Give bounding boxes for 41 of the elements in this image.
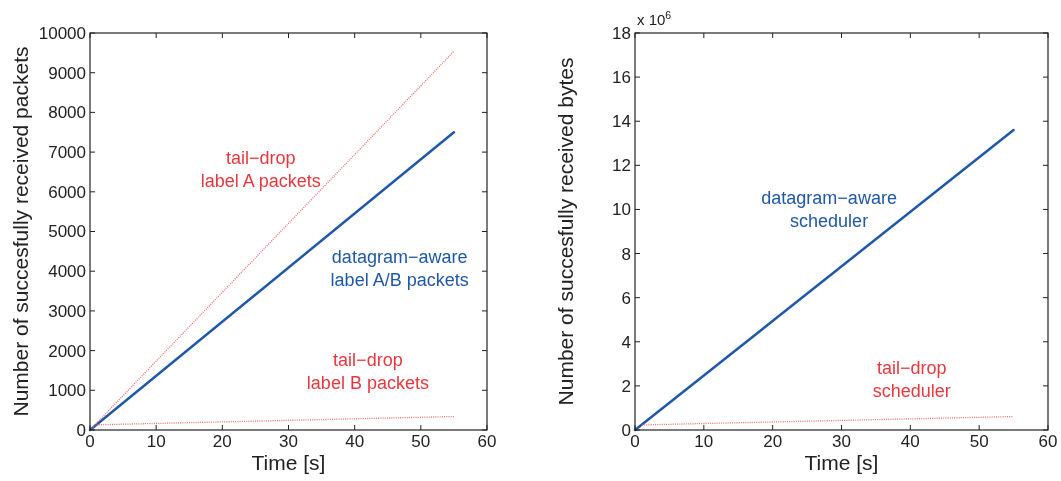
y-tick-label: 3000 [48, 301, 86, 321]
x-tick-label: 30 [832, 432, 851, 451]
y-tick-label: 18 [612, 23, 631, 43]
series-label: tail−drop label B packets [306, 350, 429, 394]
x-tick-label: 30 [279, 432, 298, 451]
y-tick-label: 12 [612, 156, 631, 176]
y-tick-label: 9000 [48, 63, 86, 83]
x-axis-title: Time [s] [804, 451, 879, 474]
x-tick-label: 40 [900, 432, 920, 451]
y-tick-label: 2000 [48, 341, 86, 361]
x-tick-label: 60 [1038, 432, 1058, 451]
y-tick-label: 4000 [48, 262, 86, 282]
y-tick-label: 8 [621, 244, 631, 264]
series-label: tail−drop label A packets [200, 148, 321, 192]
y-tick-label: 5000 [48, 222, 86, 242]
y-tick-label: 4 [621, 332, 631, 352]
x-tick-label: 60 [477, 432, 497, 451]
x-axis-title: Time [s] [251, 451, 326, 474]
x-tick-label: 10 [146, 432, 166, 451]
y-tick-label: 10000 [38, 23, 86, 43]
y-axis-title: Number of succesfully received packets [9, 46, 32, 417]
series-label: datagram−aware scheduler [761, 187, 897, 231]
x-tick-label: 10 [694, 432, 714, 451]
y-axis-title: Number of succesfully received bytes [554, 57, 577, 406]
y-tick-label: 7000 [48, 143, 86, 163]
x-tick-label: 50 [969, 432, 989, 451]
x-tick-label: 40 [345, 432, 365, 451]
y-tick-label: 8000 [48, 103, 86, 123]
y-tick-label: 16 [612, 68, 631, 88]
x-tick-label: 50 [411, 432, 431, 451]
x-tick-label: 20 [212, 432, 232, 451]
y-tick-label: 2 [621, 376, 631, 396]
y-tick-label: 10 [612, 200, 631, 220]
series-label: tail−drop scheduler [872, 358, 951, 402]
series-label: datagram−aware label A/B packets [330, 247, 469, 291]
x-tick-label: 20 [763, 432, 783, 451]
text: x 10$^{6}$ [637, 9, 672, 28]
y-tick-label: 1000 [48, 381, 86, 401]
y-tick-label: 6 [621, 288, 631, 308]
y-tick-label: 14 [612, 112, 631, 132]
y-tick-label: 6000 [48, 182, 86, 202]
